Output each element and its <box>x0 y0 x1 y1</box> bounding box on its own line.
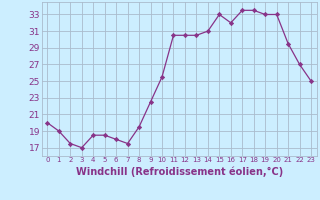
X-axis label: Windchill (Refroidissement éolien,°C): Windchill (Refroidissement éolien,°C) <box>76 166 283 177</box>
